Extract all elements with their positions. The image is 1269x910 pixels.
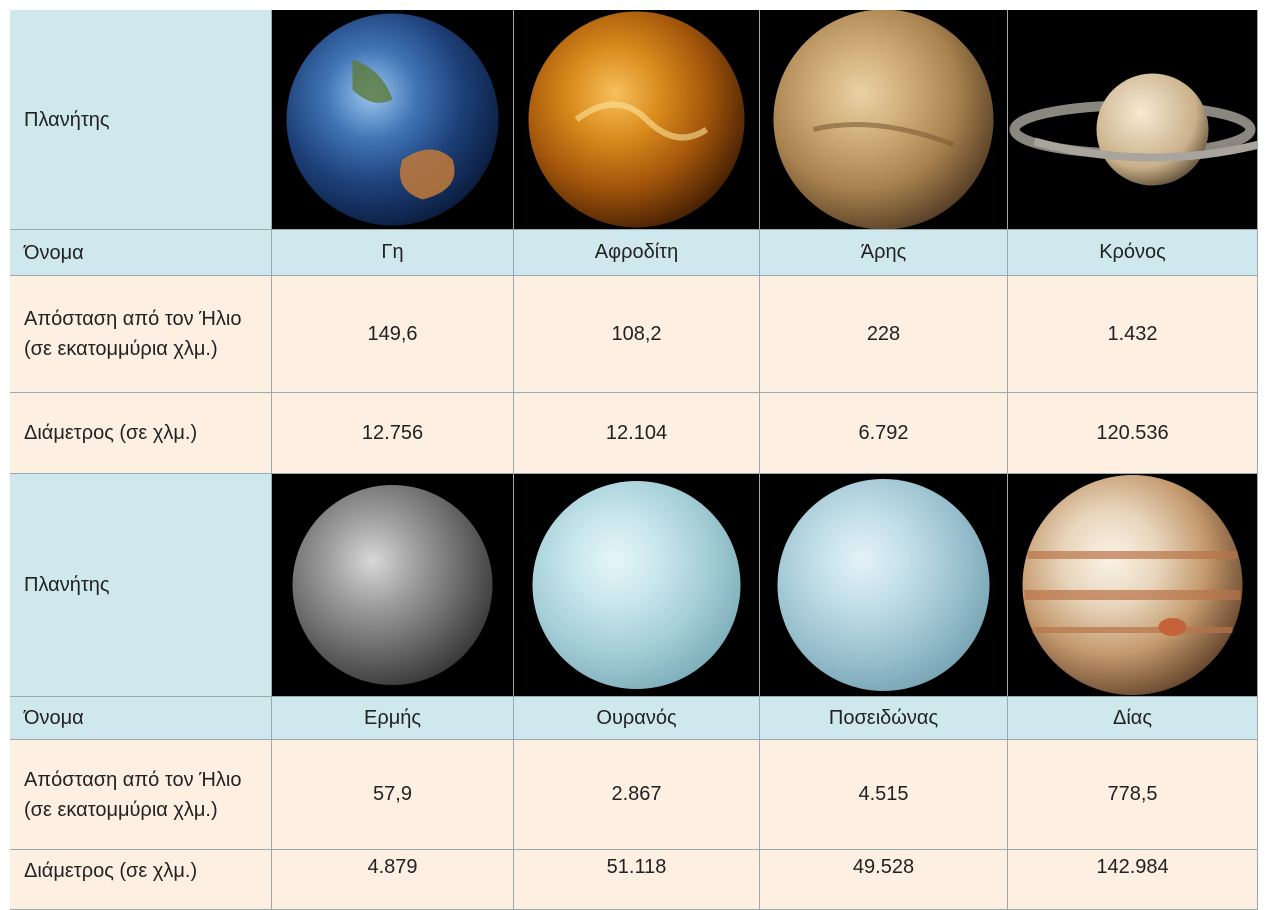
distance-value: 108,2 xyxy=(514,276,760,393)
planet-picture xyxy=(286,13,499,226)
name-header: Όνομα xyxy=(10,697,272,740)
diameter-value: 49.528 xyxy=(760,850,1008,910)
planet-header: Πλανήτης xyxy=(10,10,272,230)
planet-picture xyxy=(1022,475,1243,695)
planet-picture xyxy=(292,485,493,685)
diameter-value: 4.879 xyxy=(272,850,514,910)
planet-table: Πλανήτης Όνομα Γη Αφροδίτη Άρης Κρόνος Απόστασ… xyxy=(10,10,1258,910)
diameter-value: 12.104 xyxy=(514,393,760,474)
planet-image xyxy=(514,474,760,697)
planet-image xyxy=(1008,474,1258,697)
planet-name: Ουρανός xyxy=(514,697,760,740)
planet-name: Αφροδίτη xyxy=(514,230,760,276)
diameter-value: 12.756 xyxy=(272,393,514,474)
distance-value: 1.432 xyxy=(1008,276,1258,393)
planet-picture xyxy=(773,10,994,229)
planet-header: Πλανήτης xyxy=(10,474,272,697)
distance-header: Απόσταση από τον Ήλιο (σε εκατομμύρια χλ… xyxy=(10,276,272,393)
distance-value: 149,6 xyxy=(272,276,514,393)
diameter-value: 142.984 xyxy=(1008,850,1258,910)
planet-name: Άρης xyxy=(760,230,1008,276)
planet-picture xyxy=(532,481,741,689)
planet-picture xyxy=(1009,73,1257,186)
planet-name: Γη xyxy=(272,230,514,276)
distance-value: 2.867 xyxy=(514,740,760,850)
planet-name: Ποσειδώνας xyxy=(760,697,1008,740)
diameter-header: Διάμετρος (σε χλμ.) xyxy=(10,393,272,474)
planet-name: Ερμής xyxy=(272,697,514,740)
planet-picture xyxy=(777,479,990,691)
diameter-value: 51.118 xyxy=(514,850,760,910)
diameter-value: 6.792 xyxy=(760,393,1008,474)
planet-image xyxy=(272,474,514,697)
page: Πλανήτης Όνομα Γη Αφροδίτη Άρης Κρόνος Απόστασ… xyxy=(10,10,1258,910)
planet-image xyxy=(272,10,514,230)
diameter-value: 120.536 xyxy=(1008,393,1258,474)
planet-picture xyxy=(528,11,745,228)
planet-image xyxy=(760,474,1008,697)
distance-header: Απόσταση από τον Ήλιο (σε εκατομμύρια χλ… xyxy=(10,740,272,850)
planet-image xyxy=(1008,10,1258,230)
distance-value: 4.515 xyxy=(760,740,1008,850)
diameter-header: Διάμετρος (σε χλμ.) xyxy=(10,850,272,910)
distance-value: 778,5 xyxy=(1008,740,1258,850)
planet-image xyxy=(514,10,760,230)
distance-value: 57,9 xyxy=(272,740,514,850)
planet-name: Δίας xyxy=(1008,697,1258,740)
planet-image xyxy=(760,10,1008,230)
name-header: Όνομα xyxy=(10,230,272,276)
distance-value: 228 xyxy=(760,276,1008,393)
planet-name: Κρόνος xyxy=(1008,230,1258,276)
